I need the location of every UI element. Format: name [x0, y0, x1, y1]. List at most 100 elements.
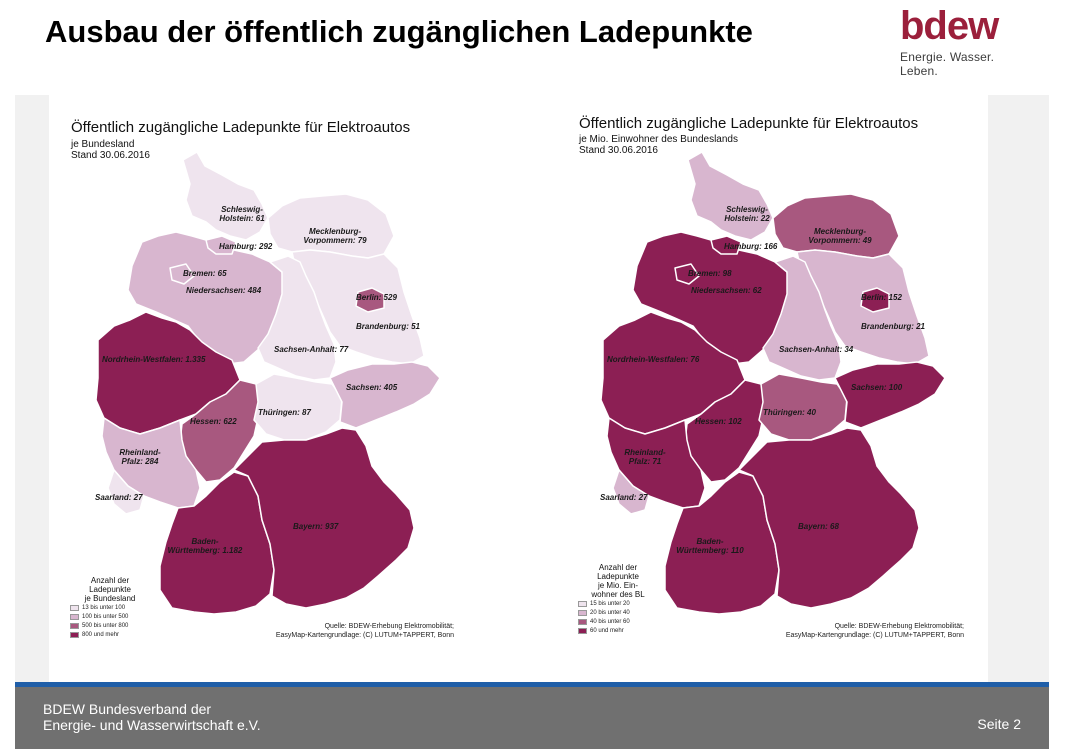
footer-org-line1: BDEW Bundesverband der	[43, 701, 212, 717]
map-right-source: Quelle: BDEW-Erhebung Elektromobilität; …	[752, 622, 964, 640]
map-right-legend-label-3: 40 bis unter 60	[590, 619, 630, 625]
map-right-state-th	[758, 373, 848, 441]
map-right-label-be: Berlin: 152	[861, 293, 902, 302]
map-left-label-sl: Saarland: 27	[95, 493, 143, 502]
map-left-state-st	[257, 255, 337, 381]
map-left-label-be: Berlin: 529	[356, 293, 397, 302]
map-left-legend-title-line1: Anzahl der	[90, 576, 130, 585]
map-right-legend-label-2: 20 bis unter 40	[590, 610, 630, 616]
map-left-label-bw-line1: Baden-	[191, 537, 218, 546]
map-left-state-sn	[329, 361, 441, 429]
map-right-subtitle-1: je Mio. Einwohner des Bundeslands	[579, 134, 738, 145]
map-left-label-rp-line2: Pfalz: 284	[122, 457, 159, 466]
map-left-label-he: Hessen: 622	[190, 417, 237, 426]
map-right-legend-swatch-2	[578, 610, 587, 616]
map-left-source-line1: Quelle: BDEW-Erhebung Elektromobilität;	[324, 623, 454, 630]
map-right-label-he: Hessen: 102	[695, 417, 742, 426]
map-left-label-sh-line1: Schleswig-	[221, 205, 263, 214]
map-left-source-line2: EasyMap-Kartengrundlage: (C) LUTUM+TAPPE…	[275, 632, 454, 639]
map-right-legend-item: 60 und mehr	[578, 627, 658, 635]
map-left-legend-item: 800 und mehr	[70, 631, 150, 639]
map-left-state-be	[355, 287, 385, 313]
map-left-legend-swatch-3	[70, 623, 79, 629]
map-left-label-sn: Sachsen: 405	[346, 383, 398, 392]
map-left-legend-item: 13 bis unter 100	[70, 604, 150, 612]
map-right-state-be	[860, 287, 890, 313]
map-left-label-hh: Hamburg: 292	[219, 242, 273, 251]
map-right-label-sh-line2: Holstein: 22	[724, 214, 770, 223]
map-right-legend-swatch-1	[578, 601, 587, 607]
map-left-legend-swatch-1	[70, 605, 79, 611]
map-left-legend-label-3: 500 bis unter 800	[82, 623, 129, 629]
map-left-label-nw: Nordrhein-Westfalen: 1.335	[102, 355, 206, 364]
map-right-legend-title: Anzahl der Ladepunkte je Mio. Ein-wohner d…	[578, 563, 658, 599]
map-right-state-mv	[772, 193, 900, 259]
map-right-state-hh	[710, 235, 742, 255]
map-right-state-bw	[664, 471, 780, 615]
map-right-label-sl: Saarland: 27	[600, 493, 648, 502]
map-left-legend-title-line3: je Bundesland	[84, 594, 136, 603]
map-left-label-mv-line1: Mecklenburg-	[309, 227, 361, 236]
map-right-legend-swatch-4	[578, 628, 587, 634]
map-right-state-by	[738, 427, 920, 609]
map-left-legend-label-1: 13 bis unter 100	[82, 605, 126, 611]
map-left-subtitle-2: Stand 30.06.2016	[71, 150, 150, 161]
map-left-label-bb: Brandenburg: 51	[356, 322, 421, 331]
map-left-legend-item: 500 bis unter 800	[70, 622, 150, 630]
footer-organization: BDEW Bundesverband der Energie- und Wass…	[43, 701, 261, 733]
map-right-label-mv-line2: Vorpommern: 49	[808, 236, 872, 245]
footer-bar: BDEW Bundesverband der Energie- und Wass…	[15, 687, 1049, 749]
map-right-label-th: Thüringen: 40	[763, 408, 816, 417]
map-left-state-by	[233, 427, 415, 609]
map-left-state-sl	[107, 469, 145, 515]
map-left-subtitle-1: je Bundesland	[71, 139, 135, 150]
map-right-source-line2: EasyMap-Kartengrundlage: (C) LUTUM+TAPPE…	[785, 632, 964, 639]
map-right-label-ni: Niedersachsen: 62	[691, 286, 762, 295]
map-right-states-group: Schleswig-Holstein: 22 Mecklenburg-Vorpom…	[600, 151, 946, 615]
map-left-legend-label-2: 100 bis unter 500	[82, 614, 129, 620]
map-left-states-group: Schleswig-Holstein: 61 Mecklenburg-Vorpom…	[95, 151, 441, 615]
map-right-label-bw-line1: Baden-	[696, 537, 723, 546]
map-left-legend-item: 100 bis unter 500	[70, 613, 150, 621]
map-left-state-hh	[205, 235, 237, 255]
map-right-legend-item: 40 bis unter 60	[578, 618, 658, 626]
map-left-state-hb	[169, 263, 195, 285]
map-left-legend-label-4: 800 und mehr	[82, 632, 120, 638]
map-right-legend-title-line1: Anzahl der	[598, 563, 638, 572]
map-right-state-st	[762, 255, 842, 381]
map-left-label-hb: Bremen: 65	[183, 269, 227, 278]
map-left-label-ni: Niedersachsen: 484	[186, 286, 262, 295]
map-right-label-rp-line2: Pfalz: 71	[629, 457, 662, 466]
map-right-label-hh: Hamburg: 166	[724, 242, 778, 251]
map-right-label-st: Sachsen-Anhalt: 34	[779, 345, 854, 354]
logo-tagline: Energie. Wasser. Leben.	[900, 50, 995, 78]
map-right-legend-item: 15 bis unter 20	[578, 600, 658, 608]
map-right-label-rp-line1: Rheinland-	[624, 448, 666, 457]
map-right-source-line1: Quelle: BDEW-Erhebung Elektromobilität;	[834, 623, 964, 630]
map-left-state-th	[253, 373, 343, 441]
map-right-legend-label-1: 15 bis unter 20	[590, 601, 630, 607]
map-right-label-mv-line1: Mecklenburg-	[814, 227, 866, 236]
bdew-logo: bdew Energie. Wasser. Leben.	[900, 4, 1030, 78]
map-left-source: Quelle: BDEW-Erhebung Elektromobilität; …	[250, 622, 454, 640]
map-left-label-by: Bayern: 937	[293, 522, 339, 531]
map-left-legend-swatch-2	[70, 614, 79, 620]
map-left-legend-title-line2: Ladepunkte	[89, 585, 131, 594]
logo-word: bdew	[900, 4, 999, 48]
map-right-label-bw-line2: Württemberg: 110	[676, 546, 744, 555]
map-left-label-st: Sachsen-Anhalt: 77	[274, 345, 349, 354]
map-right-legend-title-line2: Ladepunkte	[597, 572, 639, 581]
map-left-label-bw-line2: Württemberg: 1.182	[168, 546, 243, 555]
footer-accent-line	[15, 682, 1049, 687]
map-left-state-bw	[159, 471, 275, 615]
map-right-legend-item: 20 bis unter 40	[578, 609, 658, 617]
map-right-legend: Anzahl der Ladepunkte je Mio. Ein-wohner d…	[578, 563, 658, 635]
map-right-state-sn	[834, 361, 946, 429]
footer-page-number: Seite 2	[977, 716, 1021, 732]
map-right-legend-swatch-3	[578, 619, 587, 625]
map-left-title: Öffentlich zugängliche Ladepunkte für El…	[71, 119, 411, 136]
slide-title: Ausbau der öffentlich zugänglichen Ladep…	[45, 14, 753, 49]
map-right-state-hb	[674, 263, 700, 285]
